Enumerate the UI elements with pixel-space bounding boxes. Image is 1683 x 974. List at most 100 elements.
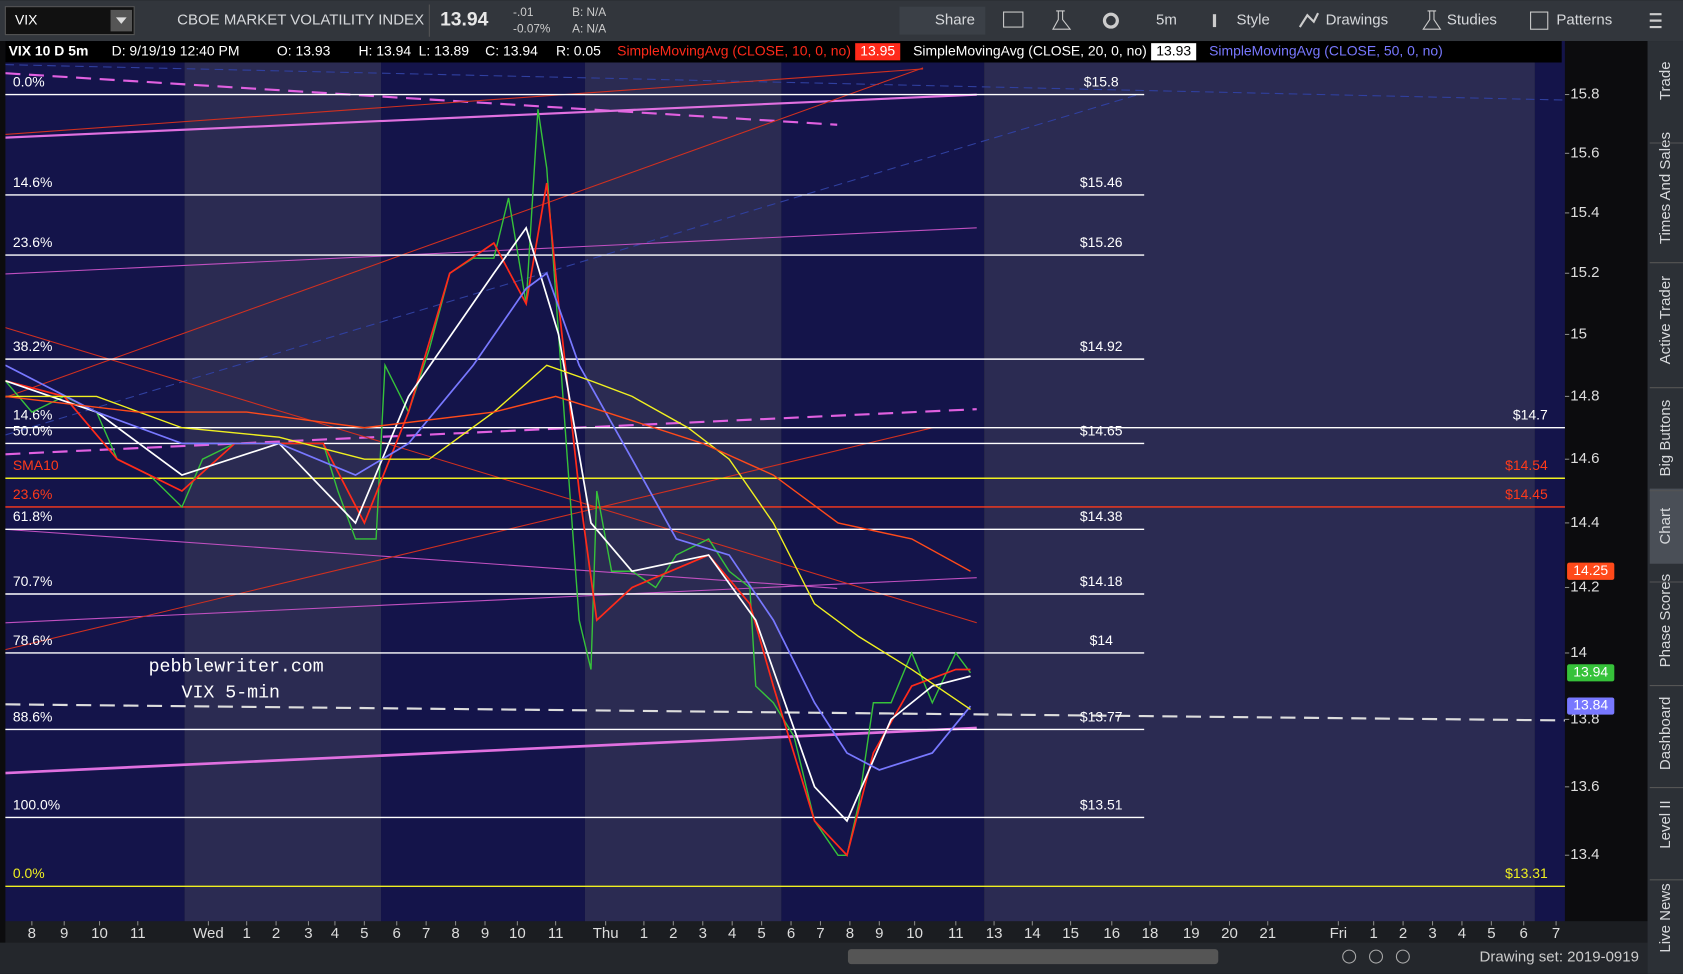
icon[interactable]	[1369, 949, 1384, 964]
x-tick-label: 9	[875, 925, 883, 942]
share-button[interactable]	[899, 6, 986, 35]
bid: B: N/A	[572, 5, 606, 19]
icon	[1530, 11, 1549, 30]
sidebar-tab[interactable]: Trade	[1657, 61, 1674, 100]
watermark: pebblewriter.com	[149, 658, 324, 678]
series-line	[5, 395, 971, 572]
level-name: 88.6%	[13, 708, 53, 724]
x-tick-label: 7	[816, 925, 824, 942]
trendline	[5, 68, 924, 135]
info-open: O: 13.93	[277, 42, 331, 58]
session	[381, 41, 585, 922]
price-badge-label: 13.94	[1573, 664, 1608, 680]
level-name: 38.2%	[13, 338, 53, 354]
level-price: $15.8	[1084, 73, 1119, 89]
button-label: Share	[935, 12, 975, 29]
level-price: $13.77	[1080, 708, 1123, 724]
x-tick-label: 1	[242, 925, 250, 942]
y-tick-label: 15.4	[1570, 204, 1599, 221]
level-name: 100.0%	[13, 796, 60, 812]
series	[5, 109, 972, 857]
scroll-bar	[0, 942, 1648, 974]
legend-value-box	[855, 43, 901, 61]
level-name: 0.0%	[13, 865, 45, 881]
series-line	[5, 271, 972, 771]
series-line	[5, 364, 971, 710]
level-name: 50.0%	[13, 422, 53, 438]
x-tick-label: 3	[304, 925, 312, 942]
sidebar-tab[interactable]: Level II	[1657, 800, 1674, 848]
x-tick-label: 8	[28, 925, 36, 942]
level-price: $15.46	[1080, 174, 1123, 190]
button-label[interactable]: 5m	[1156, 12, 1177, 29]
x-tick-label: 9	[60, 925, 68, 942]
level-name: SMA10	[13, 457, 59, 473]
trendline	[5, 67, 924, 398]
session	[584, 41, 782, 922]
edge	[0, 41, 6, 965]
x-tick-label: 11	[948, 925, 964, 942]
button-label[interactable]: Drawings	[1326, 12, 1389, 29]
level-name: 23.6%	[13, 234, 53, 250]
icon[interactable]	[1342, 949, 1357, 964]
icon[interactable]	[1102, 12, 1119, 29]
sidebar-tab[interactable]: Live News	[1657, 883, 1674, 952]
x-tick-label: 15	[1062, 925, 1079, 942]
sidebar-tab[interactable]: Chart	[1657, 507, 1674, 545]
last-price: 13.94	[440, 10, 489, 31]
sidebar-tab[interactable]: Dashboard	[1657, 697, 1674, 770]
level-name: 70.7%	[13, 573, 53, 589]
x-tick-label: 4	[1458, 925, 1466, 942]
x-tick-label: 6	[393, 925, 401, 942]
x-tick-label: 14	[1024, 925, 1041, 942]
sidebar-tab[interactable]: Phase Scores	[1657, 574, 1674, 667]
level-price: $14.54	[1505, 457, 1548, 473]
sidebar-tab[interactable]: Big Buttons	[1657, 400, 1674, 477]
symbol: VIX	[15, 11, 37, 27]
x-tick-label: 11	[548, 925, 564, 942]
price-badge	[1567, 697, 1615, 715]
y-tick-label: 14.6	[1570, 450, 1599, 467]
trendline	[5, 726, 977, 775]
trendline	[5, 528, 838, 589]
x-tick-label: 7	[1552, 925, 1560, 942]
x-tick-label: 6	[1520, 925, 1528, 942]
icon[interactable]	[1003, 11, 1024, 28]
trendline	[5, 327, 977, 624]
x-tick-label: 4	[728, 925, 736, 942]
button-label[interactable]: Studies	[1447, 12, 1497, 29]
x-tick-label: 6	[787, 925, 795, 942]
x-tick-label: Fri	[1330, 925, 1348, 942]
change-pct: -0.07%	[513, 21, 551, 35]
button-label[interactable]: Patterns	[1556, 12, 1612, 29]
sidebar-tab[interactable]: Times And Sales	[1657, 132, 1674, 244]
legend: SimpleMovingAvg (CLOSE, 10, 0, no) 13.95 S…	[617, 42, 1443, 61]
drawing-set: Drawing set: 2019-0919	[1480, 949, 1639, 966]
icon	[1422, 10, 1442, 30]
info-chart: VIX 10 D 5m	[9, 42, 89, 58]
sidebar-tab[interactable]: Active Trader	[1657, 276, 1674, 364]
y-tick-label: 14	[1570, 644, 1587, 661]
x-tick-label: 13	[986, 925, 1003, 942]
session-shading	[0, 41, 1648, 965]
icon[interactable]	[1052, 10, 1072, 30]
level-name: 14.6%	[13, 174, 53, 190]
y-tick-label: 13.4	[1570, 846, 1599, 863]
icon[interactable]	[1395, 949, 1410, 964]
y-tick-label: 14.8	[1570, 387, 1599, 404]
trendline	[5, 64, 1565, 101]
x-tick-label: Wed	[193, 925, 224, 942]
x-tick-label: 5	[757, 925, 765, 942]
button-label[interactable]: Style	[1236, 12, 1269, 29]
scroll-thumb[interactable]	[847, 949, 1219, 965]
trendline	[5, 227, 977, 275]
x-tick-label: 19	[1183, 925, 1200, 942]
y-axis-area	[1564, 41, 1648, 922]
level-price: $15.26	[1080, 234, 1123, 250]
trendline	[5, 703, 1565, 722]
y-tick-label: 13.6	[1570, 778, 1599, 795]
menu-icon[interactable]	[1649, 13, 1662, 29]
x-tick-label: 4	[331, 925, 339, 942]
level-price: $13.51	[1080, 796, 1123, 812]
